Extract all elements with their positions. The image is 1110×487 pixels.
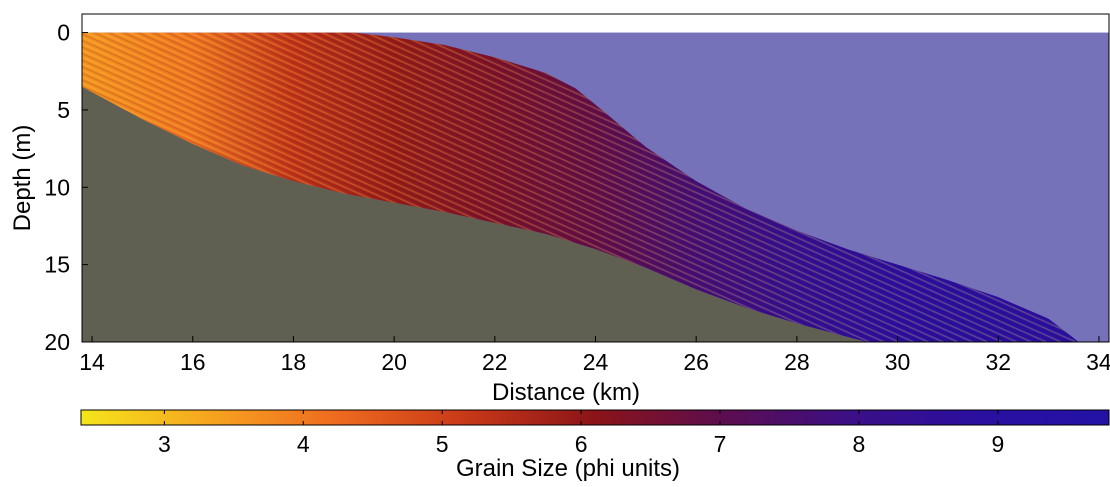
colorbar-label: Grain Size (phi units) [456, 455, 680, 482]
y-axis: 0 5 10 15 20 [44, 20, 88, 355]
colorbar-tick-label: 7 [714, 431, 727, 457]
y-tick-label: 5 [57, 97, 70, 123]
colorbar-tick-label: 8 [853, 431, 866, 457]
x-axis: 14 16 18 20 22 24 26 28 30 32 34 [79, 336, 1110, 375]
x-tick-label: 22 [482, 349, 508, 375]
x-tick-label: 28 [784, 349, 810, 375]
x-tick-label: 18 [281, 349, 307, 375]
x-tick-label: 16 [180, 349, 206, 375]
plot-area [82, 32, 1109, 342]
colorbar: 3 4 5 6 7 8 9 Grain Size (phi units) [80, 409, 1110, 482]
colorbar-tick-label: 4 [297, 431, 310, 457]
y-tick-label: 20 [44, 329, 70, 355]
x-tick-label: 14 [79, 349, 105, 375]
colorbar-bar [80, 409, 1110, 426]
x-tick-label: 34 [1086, 349, 1110, 375]
x-tick-label: 32 [985, 349, 1011, 375]
x-tick-label: 30 [885, 349, 911, 375]
y-tick-label: 15 [44, 252, 70, 278]
colorbar-tick-label: 5 [436, 431, 449, 457]
colorbar-tick-label: 9 [991, 431, 1004, 457]
x-tick-label: 20 [381, 349, 407, 375]
y-axis-label: Depth (m) [9, 125, 36, 232]
x-tick-label: 26 [683, 349, 709, 375]
y-tick-label: 10 [44, 174, 70, 200]
y-tick-label: 0 [57, 20, 70, 46]
sediment-laminae [82, 32, 1079, 342]
x-tick-label: 24 [583, 349, 609, 375]
substrate-region [82, 86, 868, 342]
colorbar-tick-label: 3 [158, 431, 171, 457]
colorbar-ticks: 3 4 5 6 7 8 9 [158, 410, 1004, 457]
x-axis-label: Distance (km) [492, 379, 640, 406]
colorbar-tick-label: 6 [575, 431, 588, 457]
